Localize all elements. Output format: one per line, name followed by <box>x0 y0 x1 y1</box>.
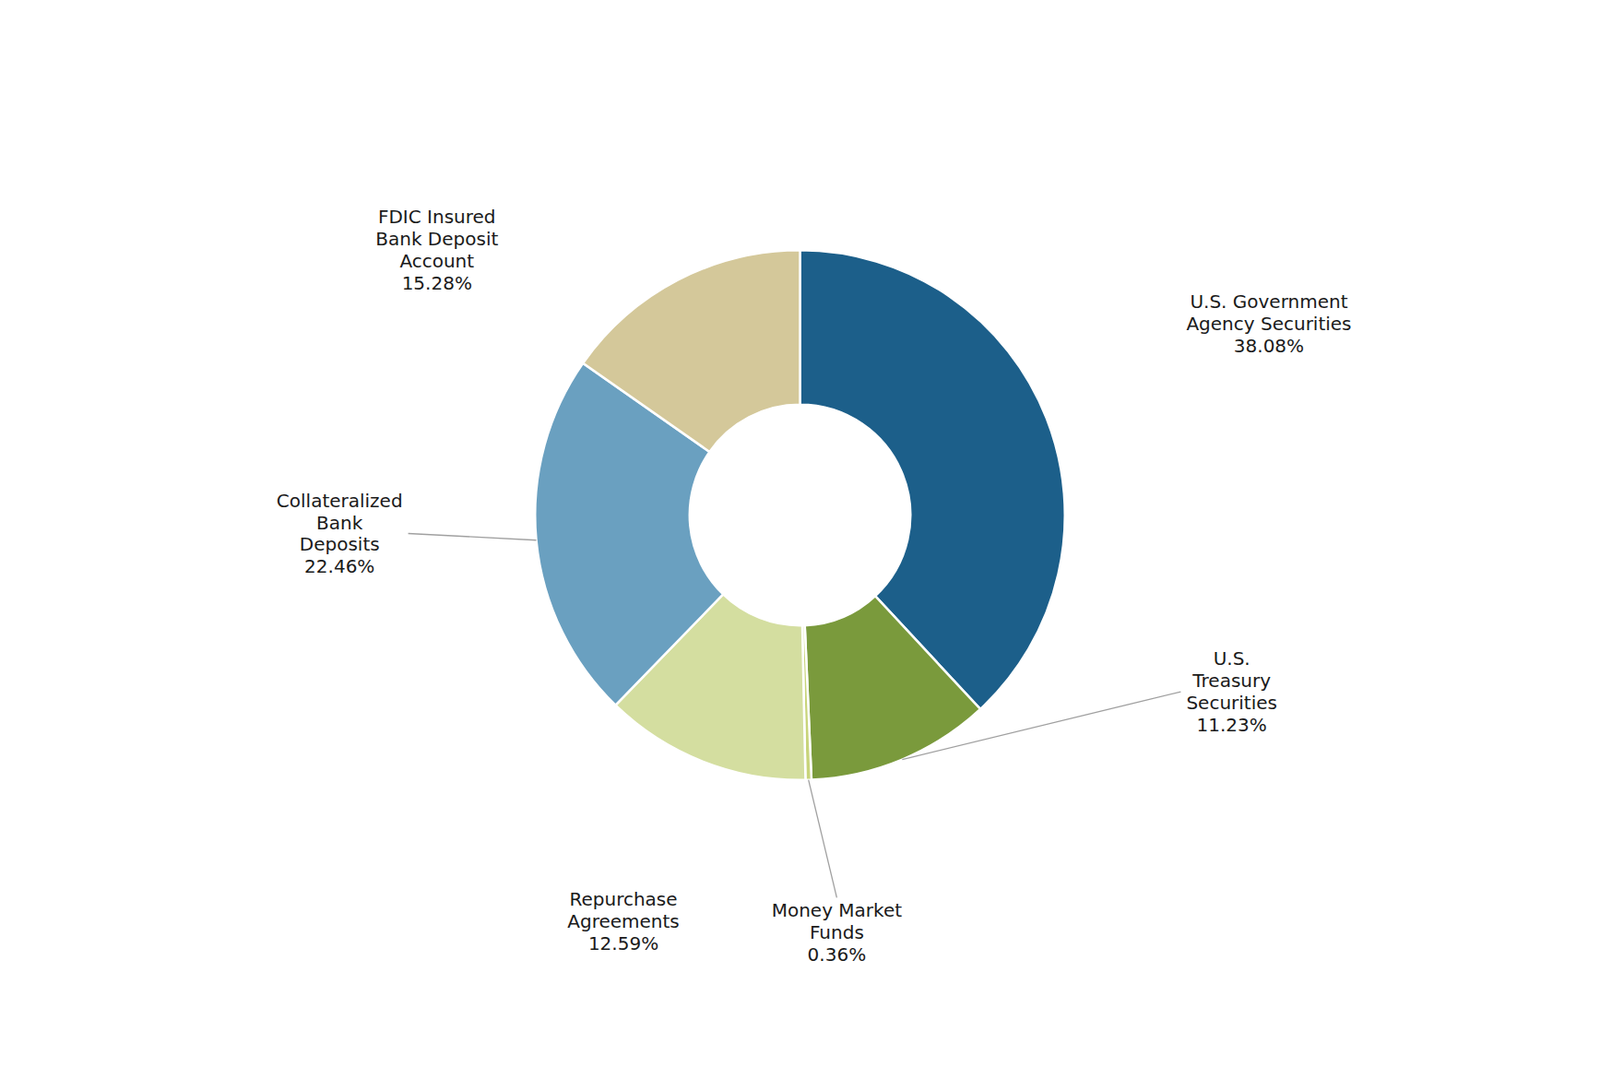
label-line: 11.23% <box>1197 713 1268 736</box>
labels: U.S. GovernmentAgency Securities38.08%U.… <box>276 205 1352 966</box>
slice-label: Money MarketFunds0.36% <box>771 899 903 966</box>
slices <box>534 249 1066 781</box>
label-line: 38.08% <box>1233 334 1304 357</box>
leader-lines <box>408 533 1182 899</box>
label-line: 15.28% <box>402 272 473 295</box>
label-line: Deposits <box>299 533 380 557</box>
label-line: Repurchase <box>568 888 677 911</box>
leader-line <box>808 780 838 899</box>
label-line: Bank Deposit <box>375 227 498 250</box>
slice-label: CollateralizedBankDeposits22.46% <box>276 489 403 579</box>
slice <box>805 595 981 780</box>
slice-label: U.S. GovernmentAgency Securities38.08% <box>1185 290 1352 357</box>
slice <box>582 249 800 452</box>
label-line: Treasury <box>1191 669 1271 692</box>
chart: U.S. GovernmentAgency Securities38.08%U.… <box>0 0 1600 1067</box>
slice-label: RepurchaseAgreements12.59% <box>567 888 680 955</box>
label-line: U.S. Government <box>1189 290 1348 313</box>
slice-label: FDIC InsuredBank DepositAccount15.28% <box>375 205 498 295</box>
label-line: Money Market <box>771 899 903 922</box>
label-line: Account <box>399 249 475 273</box>
leader-line <box>408 533 537 541</box>
label-line: Securities <box>1185 691 1278 714</box>
label-line: Agreements <box>567 910 680 933</box>
label-line: 22.46% <box>304 556 375 579</box>
leader-line <box>901 691 1181 760</box>
pie: U.S. GovernmentAgency Securities38.08%U.… <box>276 205 1352 966</box>
label-line: U.S. <box>1213 647 1251 670</box>
label-line: 12.59% <box>588 932 659 955</box>
label-line: Agency Securities <box>1185 312 1352 335</box>
label-line: Collateralized <box>276 489 403 512</box>
label-line: FDIC Insured <box>378 205 497 228</box>
slice-label: U.S.TreasurySecurities11.23% <box>1185 647 1278 736</box>
label-line: Funds <box>809 921 865 944</box>
label-line: Bank <box>316 511 364 534</box>
label-line: 0.36% <box>807 943 867 966</box>
